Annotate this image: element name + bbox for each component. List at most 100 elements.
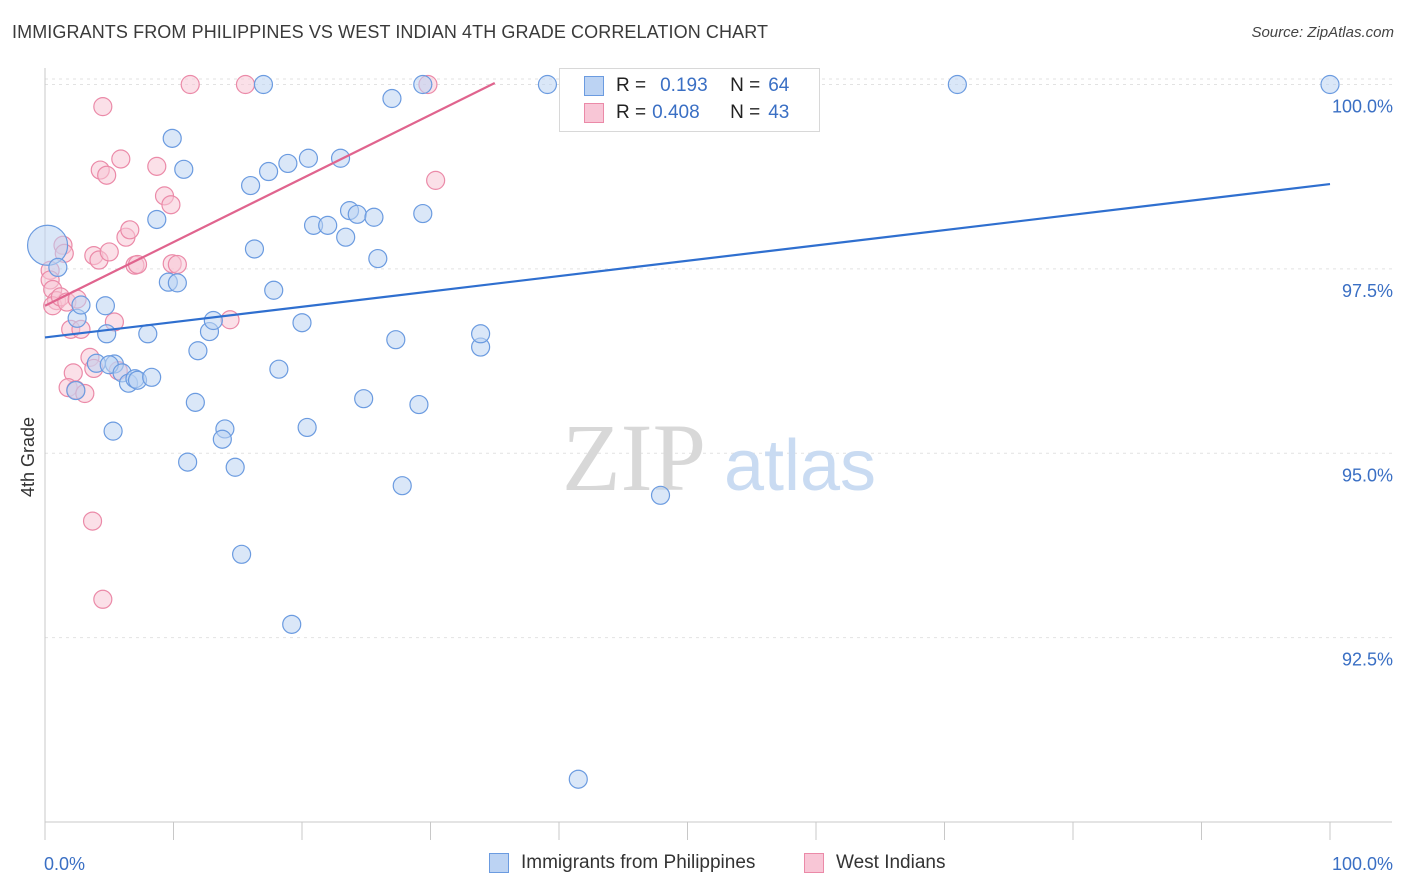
bottom-legend: Immigrants from Philippines West Indians xyxy=(0,852,1406,878)
philippines-point-62 xyxy=(650,485,671,505)
philippines-n-value: 64 xyxy=(768,75,790,96)
west-indians-point-41 xyxy=(82,511,103,531)
stats-row-philippines: R = 0.193 N = 64 xyxy=(584,73,789,99)
legend-label-philippines: Immigrants from Philippines xyxy=(521,852,756,873)
y-tick-label-1: 95.0% xyxy=(1342,465,1393,485)
philippines-point-22 xyxy=(178,452,198,472)
philippines-point-4 xyxy=(95,296,115,316)
trend-line-philippines xyxy=(44,182,1331,339)
watermark-zip: ZIP xyxy=(562,404,706,511)
philippines-point-17 xyxy=(147,209,167,230)
philippines-point-40 xyxy=(297,417,317,438)
philippines-point-34 xyxy=(258,161,279,182)
source-label: Source: ZipAtlas.com xyxy=(1251,24,1394,41)
philippines-point-58 xyxy=(471,324,491,344)
philippines-point-55 xyxy=(413,203,433,224)
y-tick-label-0: 92.5% xyxy=(1342,650,1393,670)
west-indians-point-27 xyxy=(127,254,148,275)
philippines-point-49 xyxy=(364,207,384,227)
philippines-point-3 xyxy=(71,295,91,315)
philippines-point-0 xyxy=(26,224,69,266)
axes xyxy=(44,68,1392,840)
philippines-point-39 xyxy=(292,313,312,333)
philippines-point-31 xyxy=(241,175,261,196)
tick-labels: 92.5% 95.0% 97.5% 100.0% 0.0% 100.0% xyxy=(44,97,1393,875)
philippines-point-1 xyxy=(48,257,68,277)
west-indians-point-35 xyxy=(235,74,256,95)
philippines-point-41 xyxy=(298,148,319,168)
west-indians-point-20 xyxy=(99,242,119,262)
philippines-point-5 xyxy=(97,324,117,344)
philippines-point-19 xyxy=(167,273,187,293)
philippines-point-54 xyxy=(409,394,429,415)
watermark: ZIP atlas xyxy=(562,404,876,511)
philippines-point-24 xyxy=(185,392,205,412)
legend-item-philippines[interactable]: Immigrants from Philippines xyxy=(489,852,755,874)
philippines-point-26 xyxy=(203,310,223,331)
west-indians-point-37 xyxy=(426,170,446,190)
legend-label-west-indians: West Indians xyxy=(836,852,946,873)
philippines-point-14 xyxy=(138,324,158,344)
x-tick-label-1: 100.0% xyxy=(1332,854,1393,874)
philippines-point-47 xyxy=(347,204,367,224)
philippines-r-value: 0.193 xyxy=(660,75,708,96)
west-indians-point-23 xyxy=(111,149,131,169)
west-indians-point-32 xyxy=(167,254,187,275)
n-label: N = xyxy=(730,102,761,123)
philippines-point-45 xyxy=(336,227,356,247)
west-indians-point-42 xyxy=(93,589,113,609)
philippines-point-35 xyxy=(264,280,284,300)
west-indians-point-28 xyxy=(147,156,167,176)
west-indians-point-40 xyxy=(97,165,117,185)
west-indians-point-25 xyxy=(120,220,140,240)
series-philippines xyxy=(26,74,1340,789)
philippines-point-20 xyxy=(162,128,182,148)
west-indians-point-39 xyxy=(93,97,113,117)
trend-line-west-indians xyxy=(44,82,496,307)
west-indians-point-30 xyxy=(161,195,181,215)
philippines-point-56 xyxy=(413,74,433,95)
philippines-point-13 xyxy=(142,367,162,387)
west-indians-n-value: 43 xyxy=(768,102,790,123)
philippines-point-33 xyxy=(253,74,274,95)
philippines-point-16 xyxy=(66,380,86,401)
y-tick-label-3: 100.0% xyxy=(1332,97,1393,117)
philippines-point-51 xyxy=(382,88,402,109)
philippines-point-23 xyxy=(188,341,208,361)
r-label: R = xyxy=(616,102,647,123)
west-indians-r-value: 0.408 xyxy=(652,102,700,123)
stats-legend: R = 0.193 N = 64 R = 0.408 N = 43 xyxy=(559,68,820,132)
legend-item-west-indians[interactable]: West Indians xyxy=(804,852,945,874)
legend-swatch-west-indians xyxy=(804,853,824,873)
west-indians-swatch xyxy=(584,103,604,123)
r-label: R = xyxy=(616,75,647,96)
philippines-point-48 xyxy=(354,389,374,409)
philippines-point-64 xyxy=(1320,74,1340,95)
philippines-point-36 xyxy=(269,359,289,379)
watermark-atlas: atlas xyxy=(724,426,876,506)
philippines-point-59 xyxy=(537,74,558,95)
philippines-point-50 xyxy=(368,248,388,269)
philippines-point-53 xyxy=(392,476,412,496)
chart-title: IMMIGRANTS FROM PHILIPPINES VS WEST INDI… xyxy=(12,22,769,42)
stats-row-west-indians: R = 0.408 N = 43 xyxy=(584,100,789,126)
philippines-point-21 xyxy=(174,159,194,179)
philippines-point-38 xyxy=(282,614,302,634)
philippines-point-52 xyxy=(386,330,406,350)
legend-swatch-philippines xyxy=(489,853,509,873)
philippines-point-15 xyxy=(103,421,123,441)
y-tick-label-2: 97.5% xyxy=(1342,281,1393,301)
x-tick-label-0: 0.0% xyxy=(44,854,85,874)
philippines-point-32 xyxy=(244,239,265,259)
philippines-point-60 xyxy=(568,769,588,789)
philippines-point-37 xyxy=(278,153,298,174)
y-axis-label: 4th Grade xyxy=(18,417,38,497)
philippines-swatch xyxy=(584,76,604,96)
trend-lines xyxy=(44,82,1331,339)
philippines-point-63 xyxy=(947,74,967,95)
west-indians-point-33 xyxy=(180,74,200,95)
philippines-point-28 xyxy=(212,429,232,449)
philippines-point-30 xyxy=(232,544,252,564)
n-label: N = xyxy=(730,75,761,96)
philippines-point-29 xyxy=(225,457,245,477)
